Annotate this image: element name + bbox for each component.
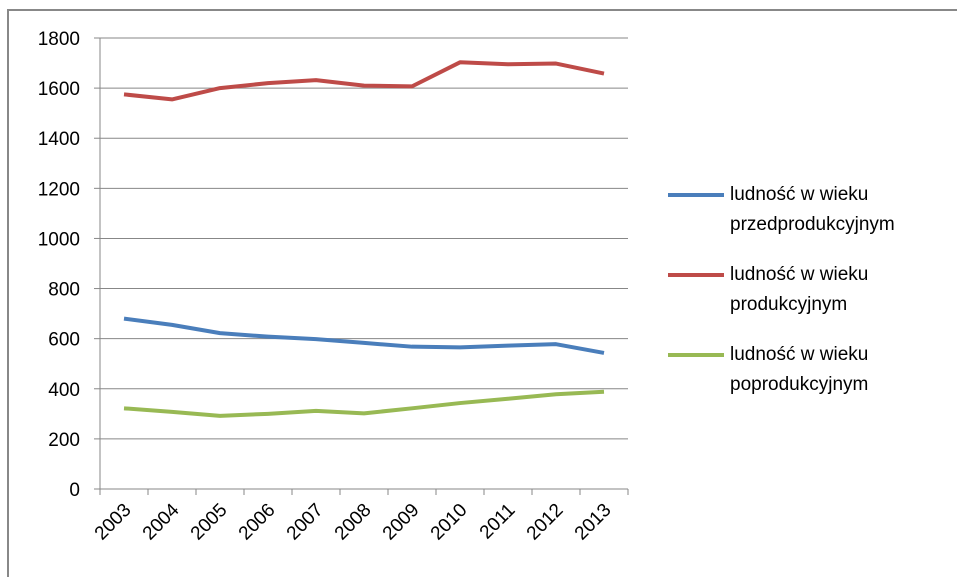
line-series <box>123 389 605 418</box>
y-tick-label: 1200 <box>38 179 80 200</box>
legend-label: ludność w wieku produkcyjnym <box>730 264 869 315</box>
y-tick-label: 800 <box>48 280 80 301</box>
y-tick-label: 200 <box>48 430 80 451</box>
legend-item: ludność w wieku poprodukcyjnym <box>668 340 948 400</box>
y-tick-label: 1800 <box>38 29 80 50</box>
legend-label: ludność w wieku poprodukcyjnym <box>730 344 869 395</box>
legend-swatch <box>668 353 724 357</box>
line-series <box>123 60 605 102</box>
x-tick-label: 2010 <box>427 500 472 545</box>
x-tick-label: 2009 <box>379 500 424 545</box>
x-tick-label: 2012 <box>523 500 568 545</box>
x-tick-label: 2011 <box>476 500 520 544</box>
y-tick-label: 0 <box>69 480 80 501</box>
legend-item: ludność w wieku przedprodukcyjnym <box>668 180 948 240</box>
y-tick-label: 600 <box>48 330 80 351</box>
y-tick-label: 400 <box>48 380 80 401</box>
x-tick-label: 2006 <box>235 500 280 545</box>
x-tick-label: 2004 <box>139 499 184 544</box>
x-tick-label: 2008 <box>331 500 376 545</box>
x-tick-label: 2007 <box>283 500 328 545</box>
legend-label: ludność w wieku przedprodukcyjnym <box>730 184 895 235</box>
legend-item: ludność w wieku produkcyjnym <box>668 260 948 320</box>
legend-swatch <box>668 273 724 277</box>
y-tick-label: 1400 <box>38 129 80 150</box>
line-series <box>123 316 605 355</box>
x-tick-label: 2013 <box>571 500 616 545</box>
y-tick-label: 1000 <box>38 229 80 250</box>
y-tick-label: 1600 <box>38 79 80 100</box>
x-tick-label: 2005 <box>187 500 232 545</box>
frame <box>7 9 957 577</box>
legend-swatch <box>668 193 724 197</box>
x-tick-label: 2003 <box>91 500 136 545</box>
